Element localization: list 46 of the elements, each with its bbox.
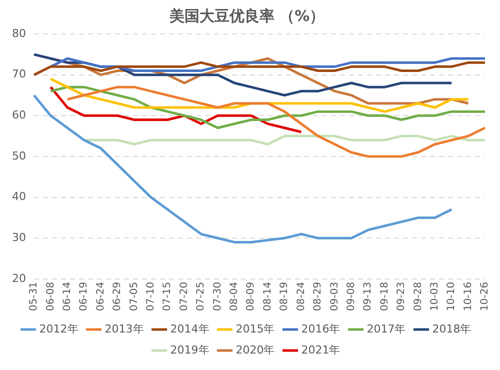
legend-label: 2020年 (236, 343, 275, 356)
y-tick-label: 70 (12, 68, 26, 81)
x-tick-label: 08-09 (246, 282, 257, 312)
y-tick-label: 50 (12, 149, 26, 162)
x-tick-label: 07-25 (196, 282, 207, 312)
legend-label: 2019年 (170, 343, 210, 356)
x-tick-label: 10-03 (429, 282, 440, 312)
x-tick-label: 07-15 (162, 282, 174, 312)
x-tick-label: 09-23 (396, 282, 408, 312)
x-tick-label: 06-14 (62, 282, 73, 312)
x-tick-label: 08-24 (296, 282, 307, 312)
legend-label: 2015年 (236, 322, 275, 336)
x-tick-label: 06-08 (45, 282, 56, 312)
x-tick-label: 07-30 (212, 282, 224, 312)
x-tick-label: 06-19 (78, 282, 90, 312)
x-tick-label: 09-03 (329, 282, 340, 312)
y-tick-label: 30 (12, 230, 26, 244)
x-tick-label: 07-10 (146, 282, 157, 312)
x-tick-label: 10-10 (446, 282, 458, 312)
x-tick-label: 07-05 (128, 282, 140, 312)
y-tick-label: 80 (12, 26, 26, 40)
y-tick-label: 60 (12, 108, 26, 122)
chart-title: 美国大豆优良率 （%） (168, 6, 325, 25)
legend-label: 2018年 (432, 322, 472, 336)
x-tick-label: 09-08 (346, 282, 357, 312)
x-tick-label: 09-28 (412, 282, 424, 312)
legend-label: 2021年 (301, 343, 340, 356)
legend-label: 2016年 (301, 322, 340, 336)
x-tick-label: 08-19 (279, 282, 290, 312)
y-tick-label: 40 (12, 190, 26, 204)
legend-label: 2012年 (39, 322, 78, 336)
x-tick-label: 09-13 (362, 282, 374, 312)
x-tick-label: 06-29 (112, 282, 124, 312)
legend-label: 2013年 (104, 322, 144, 336)
x-tick-label: 06-24 (95, 282, 106, 312)
x-tick-label: 09-18 (379, 282, 390, 312)
y-tick-label: 20 (12, 272, 26, 285)
legend-label: 2014年 (170, 322, 210, 336)
legend-label: 2017年 (366, 322, 406, 336)
x-tick-label: 05-31 (28, 282, 40, 312)
x-tick-label: 07-20 (178, 282, 190, 312)
x-tick-label: 08-29 (312, 282, 324, 312)
x-tick-label: 08-04 (229, 282, 240, 312)
x-tick-label: 08-14 (262, 282, 274, 312)
x-tick-label: 10-26 (480, 282, 491, 312)
x-tick-label: 10-16 (462, 282, 474, 312)
